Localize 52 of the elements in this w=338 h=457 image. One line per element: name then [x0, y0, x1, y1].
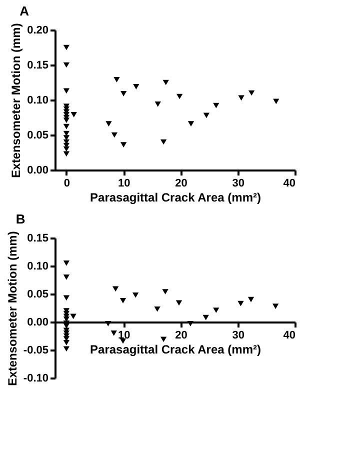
- point: [114, 77, 120, 82]
- x-axis-title: Parasagittal Crack Area (mm²): [90, 190, 261, 204]
- point: [63, 118, 70, 123]
- point: [238, 95, 244, 101]
- x-axis-title: Parasagittal Crack Area (mm²): [90, 342, 261, 356]
- x-tick-label: 30: [232, 330, 244, 342]
- point: [120, 142, 127, 148]
- y-axis-title: Extensometer Motion (mm): [9, 23, 24, 178]
- y-tick-label: 0.10: [27, 260, 48, 272]
- point: [160, 139, 167, 145]
- point: [70, 112, 77, 118]
- y-tick-label: 0.10: [27, 94, 48, 106]
- point: [248, 90, 255, 96]
- point: [63, 44, 70, 50]
- point: [63, 130, 70, 136]
- x-tick-label: 10: [118, 330, 130, 342]
- x-tick-label: 10: [118, 178, 130, 190]
- x-tick-label: 40: [283, 330, 296, 342]
- point: [162, 80, 169, 86]
- y-tick-label: 0.00: [27, 164, 48, 176]
- chart-title: A: [20, 4, 30, 19]
- point: [63, 135, 70, 140]
- point: [120, 91, 127, 96]
- point: [154, 102, 161, 107]
- point: [106, 121, 112, 126]
- point: [133, 84, 140, 90]
- y-tick-label: 0.05: [27, 288, 48, 300]
- y-tick-label: -0.10: [23, 372, 48, 384]
- chart-title: B: [16, 212, 26, 227]
- y-tick-label: 0.20: [27, 24, 48, 36]
- x-tick-label: 40: [283, 178, 296, 190]
- point: [63, 146, 70, 152]
- x-tick-label: 20: [175, 330, 188, 342]
- point: [63, 88, 70, 94]
- x-tick-label: 30: [232, 178, 244, 190]
- y-tick-label: 0.15: [27, 232, 48, 244]
- y-tick-label: 0.00: [27, 316, 48, 328]
- point: [176, 94, 183, 100]
- point: [273, 98, 280, 104]
- x-tick-label: 20: [175, 178, 188, 190]
- y-tick-label: 0.15: [27, 60, 48, 72]
- x-tick-label: 0: [64, 178, 70, 190]
- point: [63, 62, 70, 68]
- point: [63, 124, 70, 130]
- y-axis-title: Extensometer Motion (mm): [5, 231, 20, 386]
- y-tick-label: -0.05: [23, 344, 48, 356]
- point: [111, 132, 118, 138]
- point: [213, 102, 220, 108]
- point: [188, 121, 194, 126]
- point: [203, 112, 210, 118]
- y-tick-label: 0.05: [27, 130, 48, 142]
- point: [63, 151, 70, 157]
